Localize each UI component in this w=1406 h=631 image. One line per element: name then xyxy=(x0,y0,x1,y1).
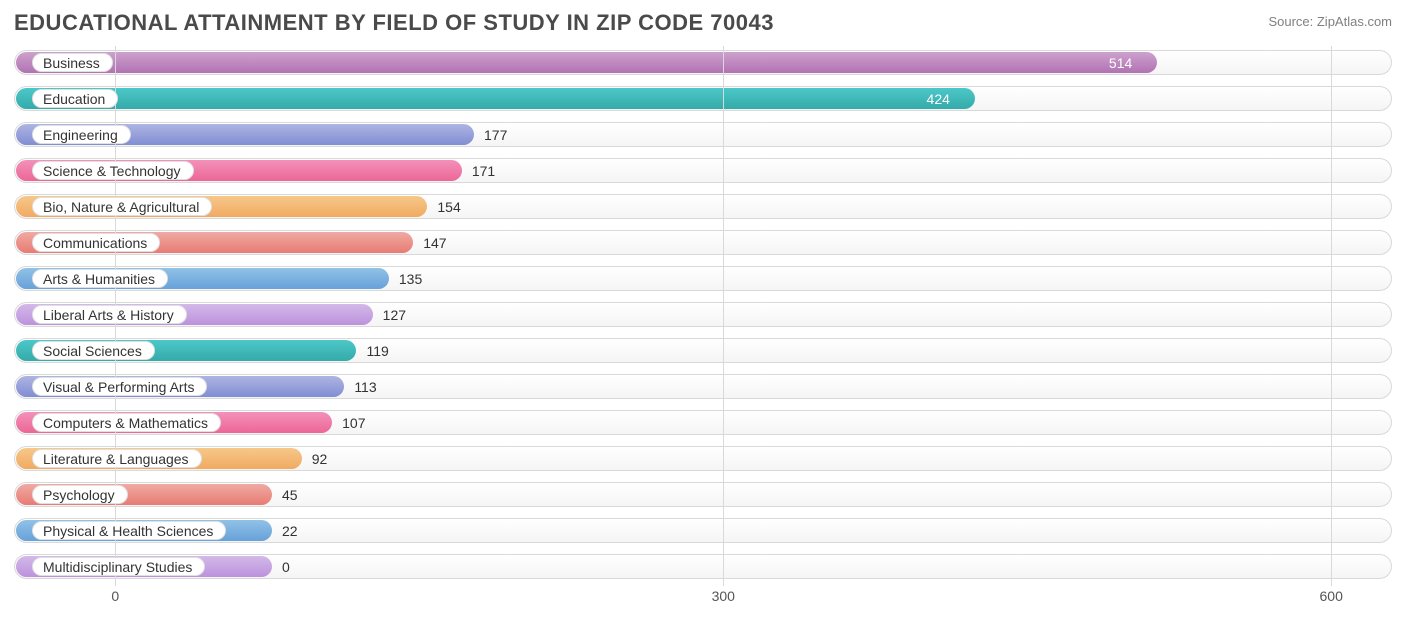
value-label: 514 xyxy=(1109,46,1132,79)
category-pill: Physical & Health Sciences xyxy=(32,521,226,540)
value-label: 45 xyxy=(282,478,298,511)
value-label: 107 xyxy=(342,406,365,439)
x-tick-label: 600 xyxy=(1320,588,1343,604)
value-label: 0 xyxy=(282,550,290,583)
bar-row: Science & Technology 171 xyxy=(14,154,1392,187)
category-pill: Psychology xyxy=(32,485,128,504)
bar-row: Literature & Languages 92 xyxy=(14,442,1392,475)
category-pill: Liberal Arts & History xyxy=(32,305,187,324)
bar-row: Computers & Mathematics 107 xyxy=(14,406,1392,439)
gridline xyxy=(723,46,724,586)
bar-row: Engineering 177 xyxy=(14,118,1392,151)
category-pill: Education xyxy=(32,89,118,108)
chart-container: EDUCATIONAL ATTAINMENT BY FIELD OF STUDY… xyxy=(0,0,1406,631)
category-pill: Engineering xyxy=(32,125,131,144)
bar-row: Bio, Nature & Agricultural 154 xyxy=(14,190,1392,223)
bar-row: Multidisciplinary Studies 0 xyxy=(14,550,1392,583)
category-pill: Social Sciences xyxy=(32,341,155,360)
bar-fill xyxy=(16,52,1157,73)
value-label: 92 xyxy=(312,442,328,475)
bar-row: Social Sciences 119 xyxy=(14,334,1392,367)
category-pill: Bio, Nature & Agricultural xyxy=(32,197,212,216)
value-label: 171 xyxy=(472,154,495,187)
value-label: 127 xyxy=(383,298,406,331)
value-label: 424 xyxy=(927,82,950,115)
category-pill: Visual & Performing Arts xyxy=(32,377,207,396)
x-tick-label: 300 xyxy=(712,588,735,604)
value-label: 154 xyxy=(437,190,460,223)
plot-area: Business 514 Education 424 Engineering 177 Sci… xyxy=(14,46,1392,608)
category-pill: Literature & Languages xyxy=(32,449,202,468)
x-axis: 0 300 600 xyxy=(14,586,1392,608)
bar-row: Liberal Arts & History 127 xyxy=(14,298,1392,331)
bar-row: Psychology 45 xyxy=(14,478,1392,511)
chart-title: EDUCATIONAL ATTAINMENT BY FIELD OF STUDY… xyxy=(14,10,774,36)
category-pill: Business xyxy=(32,53,113,72)
bar-row: Communications 147 xyxy=(14,226,1392,259)
category-pill: Science & Technology xyxy=(32,161,194,180)
x-tick-label: 0 xyxy=(111,588,119,604)
value-label: 119 xyxy=(366,334,388,367)
bar-row: Arts & Humanities 135 xyxy=(14,262,1392,295)
chart-source: Source: ZipAtlas.com xyxy=(1268,14,1392,29)
category-pill: Communications xyxy=(32,233,160,252)
bar-row: Physical & Health Sciences 22 xyxy=(14,514,1392,547)
category-pill: Arts & Humanities xyxy=(32,269,168,288)
chart-header: EDUCATIONAL ATTAINMENT BY FIELD OF STUDY… xyxy=(14,10,1392,36)
category-pill: Multidisciplinary Studies xyxy=(32,557,205,576)
gridline xyxy=(1331,46,1332,586)
value-label: 22 xyxy=(282,514,298,547)
bar-row: Business 514 xyxy=(14,46,1392,79)
category-pill: Computers & Mathematics xyxy=(32,413,221,432)
bar-row: Visual & Performing Arts 113 xyxy=(14,370,1392,403)
bar-fill xyxy=(16,88,975,109)
value-label: 135 xyxy=(399,262,422,295)
bar-row: Education 424 xyxy=(14,82,1392,115)
value-label: 177 xyxy=(484,118,507,151)
value-label: 147 xyxy=(423,226,446,259)
value-label: 113 xyxy=(354,370,376,403)
